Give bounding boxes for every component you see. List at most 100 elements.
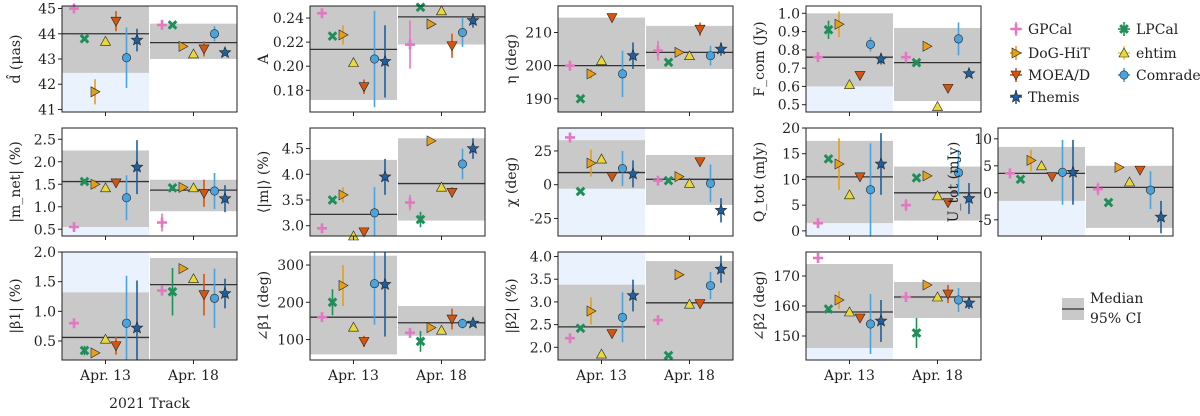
y-tick-label: 10	[974, 132, 992, 148]
legend: GPCal DoG-HiT MOEA/D Themis LPCal ehtim Comrad…	[1009, 22, 1200, 106]
data-point-ehtim	[1123, 176, 1136, 187]
axes-frame	[557, 5, 734, 113]
data-point-lpcal	[911, 328, 922, 338]
data-point-lpcal	[167, 286, 178, 297]
data-point-gpcal	[565, 60, 575, 71]
ci-alt-band	[806, 348, 893, 360]
ci-alt-band	[558, 128, 645, 141]
data-point-comrade	[865, 39, 875, 49]
data-point-ehtim	[843, 189, 856, 200]
data-point-comrade	[617, 312, 627, 322]
data-point-comrade	[705, 178, 715, 188]
data-point-lpcal	[327, 31, 338, 41]
data-point-ehtim	[683, 177, 696, 188]
legend-label: LPCal	[1136, 22, 1179, 38]
axes-frame	[805, 5, 982, 113]
panel-angbeta2: 150 160 170 Apr. 13 Apr. 18 ∠β2 (deg)	[752, 251, 982, 384]
ci-band	[310, 6, 397, 100]
data-point-gpcal	[317, 223, 327, 234]
y-tick-label: 0.8	[778, 43, 800, 59]
y-tick-label: 170	[773, 269, 800, 285]
y-tick-label: 1.0	[778, 6, 800, 22]
panel-angbeta1: 100 200 300 Apr. 13 Apr. 18 ∠β1 (deg)	[256, 251, 486, 384]
y-tick-label: 200	[277, 295, 304, 311]
data-point-moead	[942, 289, 954, 300]
data-point-gpcal	[317, 312, 327, 323]
legend-median-ci: Median 95% CI	[1062, 291, 1143, 327]
data-point-moead	[694, 157, 706, 168]
data-point-lpcal	[823, 24, 834, 35]
data-point-moead	[358, 82, 370, 93]
data-point-dog-hit	[178, 40, 189, 52]
ci-band	[806, 13, 893, 87]
y-tick-label: 45	[38, 2, 56, 18]
data-point-lpcal	[823, 153, 834, 164]
y-tick-label: 5	[983, 159, 992, 175]
y-tick-label: 3.5	[282, 193, 304, 209]
data-point-themis	[626, 288, 640, 302]
data-point-gpcal	[157, 217, 167, 228]
legend-label: ehtim	[1136, 46, 1177, 62]
data-point-ehtim	[595, 153, 608, 164]
data-point-gpcal	[813, 52, 823, 63]
data-point-dog-hit	[90, 178, 101, 190]
data-point-themis	[626, 48, 640, 62]
panel-A: 0.18 0.20 0.22 0.24 A	[256, 2, 486, 116]
legend-label: MOEA/D	[1028, 68, 1090, 84]
data-point-lpcal	[575, 93, 586, 104]
data-point-ehtim	[347, 56, 360, 67]
data-point-moead	[606, 172, 618, 183]
y-tick-label: 1.0	[34, 304, 56, 320]
data-point-lpcal	[663, 175, 674, 186]
data-point-comrade	[122, 53, 132, 63]
data-point-moead	[694, 299, 706, 310]
data-point-ehtim	[187, 48, 200, 59]
y-axis-label: Q_tot (mJy)	[752, 142, 768, 222]
axes-frame	[61, 251, 238, 361]
data-point-dog-hit	[922, 170, 933, 182]
y-tick-label: 0.5	[34, 334, 56, 350]
data-point-themis	[466, 316, 480, 329]
legend-marker	[1119, 24, 1129, 34]
y-tick-label: 42	[38, 77, 56, 93]
data-point-lpcal	[1103, 197, 1114, 208]
y-axis-label: F_com (Jy)	[752, 21, 768, 96]
data-point-comrade	[369, 279, 379, 289]
data-point-gpcal	[901, 292, 911, 302]
data-point-comrade	[617, 69, 627, 79]
legend-marker	[1011, 24, 1021, 34]
ci-alt-band	[558, 188, 645, 236]
y-tick-label: 200	[525, 59, 552, 75]
data-point-comrade	[457, 159, 467, 169]
data-point-dog-hit	[426, 135, 437, 147]
x-tick-label: Apr. 18	[167, 368, 219, 384]
data-point-moead	[854, 313, 866, 324]
data-point-dog-hit	[426, 322, 437, 334]
data-point-gpcal	[69, 318, 79, 329]
y-tick-label: 15	[782, 147, 800, 163]
data-point-comrade	[705, 281, 715, 291]
y-tick-label: 190	[525, 92, 552, 108]
data-point-comrade	[122, 318, 132, 328]
panel-Q: 0 5 10 15 20 Q_tot (mJy)	[752, 121, 982, 240]
data-point-gpcal	[653, 175, 663, 186]
y-axis-label: A	[256, 53, 272, 65]
y-tick-label: 150	[773, 329, 800, 345]
data-point-gpcal	[1093, 184, 1103, 195]
ci-band	[894, 27, 981, 102]
data-point-dog-hit	[922, 40, 933, 52]
y-tick-label: 0.22	[273, 35, 304, 51]
y-tick-label: 300	[277, 258, 304, 274]
y-tick-label: 160	[773, 299, 800, 315]
y-tick-label: 3.0	[530, 295, 552, 311]
data-point-ehtim	[683, 298, 696, 309]
data-point-gpcal	[565, 132, 575, 143]
data-point-comrade	[210, 293, 220, 303]
data-point-lpcal	[415, 336, 426, 347]
y-axis-label: ⟨|m|⟩ (%)	[256, 151, 272, 213]
y-tick-label: 0.18	[273, 83, 304, 99]
data-point-comrade	[457, 27, 467, 37]
data-point-comrade	[457, 319, 467, 329]
data-point-comrade	[953, 34, 963, 44]
data-point-comrade	[369, 208, 379, 218]
